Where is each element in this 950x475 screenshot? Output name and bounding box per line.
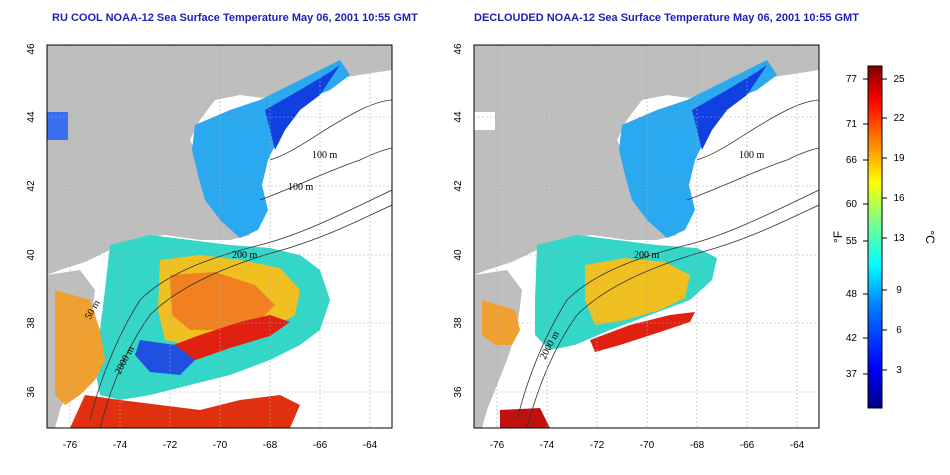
colorbar-c-tick: 25 — [893, 74, 905, 85]
colorbar-f-tick: 55 — [846, 236, 858, 247]
colorbar-c-tick: 6 — [896, 325, 902, 336]
right-contour-100m-b — [686, 147, 819, 201]
left-deep-blue-region — [265, 65, 340, 150]
colorbar-c-tick: 16 — [893, 193, 905, 204]
left-contour-label-3: 200 m — [232, 250, 258, 261]
left-contour-label-2: 100 m — [288, 182, 314, 193]
right-gulf-stream — [590, 312, 695, 352]
right-deep-blue-region — [692, 65, 767, 150]
right-contour-label-1: 100 m — [739, 150, 765, 161]
right-gulf-of-maine — [619, 60, 777, 238]
left-warm-core-inner — [170, 272, 275, 330]
right-southwest-warm — [482, 300, 520, 345]
colorbar-c-tick: 9 — [896, 285, 902, 296]
left-y-tick: 44 — [26, 111, 37, 123]
colorbar-f-tick: 60 — [846, 199, 858, 210]
left-x-tick: -66 — [313, 440, 328, 451]
left-map-frame — [46, 44, 393, 429]
left-gulf-of-maine — [192, 60, 350, 238]
colorbar-f-tick: 37 — [846, 369, 858, 380]
right-x-tick: -74 — [540, 440, 555, 451]
right-x-tick: -66 — [740, 440, 755, 451]
right-map-field — [474, 45, 819, 428]
right-x-tick: -72 — [590, 440, 605, 451]
left-y-tick: 40 — [26, 249, 37, 261]
colorbar-c-tick: 19 — [893, 153, 905, 164]
right-contour-100m-a — [696, 99, 819, 161]
left-contour-label-1: 100 m — [312, 150, 338, 161]
left-contour-100m-b — [259, 147, 392, 201]
right-warm-core — [585, 258, 690, 325]
right-x-tick: -64 — [790, 440, 805, 451]
colorbar-f-tick: 71 — [846, 119, 858, 130]
right-south-warm — [500, 408, 550, 428]
right-x-tick: -68 — [690, 440, 705, 451]
colorbar-c-tick: 13 — [893, 233, 905, 244]
right-y-tick: 46 — [453, 43, 464, 55]
left-contour-2000m — [99, 204, 392, 428]
left-x-tick: -74 — [113, 440, 128, 451]
colorbar-f-tick: 48 — [846, 289, 858, 300]
right-contour-200m — [516, 189, 819, 421]
right-contour-label-3: 200 m — [634, 250, 660, 261]
colorbar-f-tick: 77 — [846, 74, 858, 85]
left-x-tick: -70 — [213, 440, 228, 451]
colorbar-f-tick: 42 — [846, 333, 858, 344]
left-x-tick: -68 — [263, 440, 278, 451]
right-y-tick: 36 — [453, 386, 464, 398]
colorbar-fahrenheit-label: °F — [831, 231, 845, 243]
left-x-tick: -64 — [363, 440, 378, 451]
colorbar: 77 71 66 60 55 48 42 37 25 22 19 16 13 9… — [831, 65, 937, 409]
left-x-tick: -72 — [163, 440, 178, 451]
right-y-axis: 46 44 42 40 38 36 — [453, 43, 464, 398]
right-y-tick: 40 — [453, 249, 464, 261]
right-contour-2000m — [526, 204, 819, 428]
right-map-frame — [473, 44, 820, 429]
left-y-tick: 38 — [26, 317, 37, 329]
colorbar-c-tick: 22 — [893, 113, 905, 124]
colorbar-celsius-label: °C — [923, 230, 937, 244]
left-south-warm — [70, 395, 300, 428]
right-y-tick: 44 — [453, 111, 464, 123]
right-land-northeast — [474, 45, 819, 275]
left-y-axis: 46 44 42 40 38 36 — [26, 43, 37, 398]
left-small-blue-patch — [47, 112, 68, 140]
left-y-tick: 42 — [26, 180, 37, 192]
left-land-northeast — [47, 45, 392, 275]
right-map: 100 m 200 m 2000 m -76 -74 -72 -70 -68 -… — [453, 43, 820, 451]
left-gulf-stream — [160, 315, 290, 362]
colorbar-f-tick: 66 — [846, 155, 858, 166]
right-x-tick: -70 — [640, 440, 655, 451]
right-grid — [474, 45, 819, 428]
left-southwest-warm — [55, 290, 105, 405]
left-map: 100 m 100 m 200 m 50 m 2000 m -76 -74 -7… — [26, 43, 393, 451]
left-contour-200m — [89, 189, 392, 421]
right-map-title: DECLOUDED NOAA-12 Sea Surface Temperatur… — [474, 12, 859, 24]
right-y-tick: 42 — [453, 180, 464, 192]
left-cold-eddy — [135, 340, 195, 375]
left-y-tick: 46 — [26, 43, 37, 55]
right-x-tick: -76 — [490, 440, 505, 451]
left-y-tick: 36 — [26, 386, 37, 398]
left-map-field — [47, 45, 392, 428]
left-map-title: RU COOL NOAA-12 Sea Surface Temperature … — [52, 12, 418, 24]
right-cloud-mask-patch — [474, 112, 495, 130]
left-contour-100m-a — [269, 99, 392, 161]
left-x-axis: -76 -74 -72 -70 -68 -66 -64 — [63, 440, 378, 451]
right-y-tick: 38 — [453, 317, 464, 329]
left-grid — [47, 45, 392, 428]
colorbar-gradient — [867, 65, 883, 409]
left-x-tick: -76 — [63, 440, 78, 451]
right-x-axis: -76 -74 -72 -70 -68 -66 -64 — [490, 440, 805, 451]
colorbar-c-tick: 3 — [896, 365, 902, 376]
colorbar-ticks — [863, 78, 887, 375]
